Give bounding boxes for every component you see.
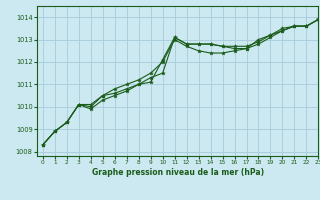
X-axis label: Graphe pression niveau de la mer (hPa): Graphe pression niveau de la mer (hPa): [92, 168, 264, 177]
